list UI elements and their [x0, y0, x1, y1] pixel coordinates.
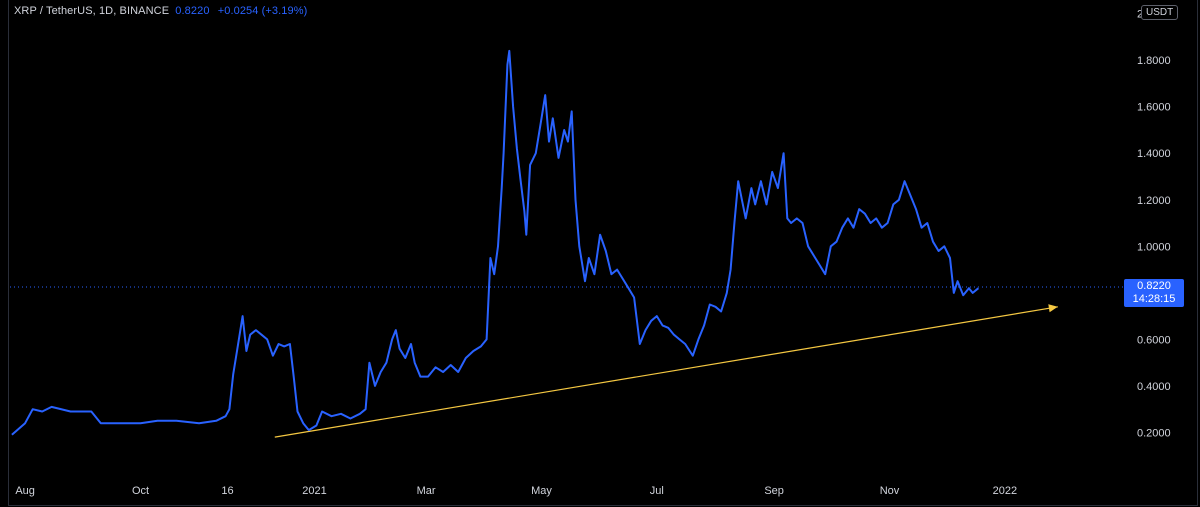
- time-tick-label: May: [531, 485, 552, 497]
- price-tick-label: 1.4000: [1137, 148, 1171, 160]
- price-tick-label: 0.2000: [1137, 427, 1171, 439]
- time-tick-label: Oct: [132, 485, 149, 497]
- time-tick-label: 2022: [993, 485, 1017, 497]
- price-tick-label: 1.0000: [1137, 241, 1171, 253]
- price-tick-label: 1.8000: [1137, 55, 1171, 67]
- price-tick-label: 1.6000: [1137, 102, 1171, 114]
- price-tick-label: 0.6000: [1137, 334, 1171, 346]
- time-tick-label: Mar: [417, 485, 436, 497]
- time-tick-label: 2021: [302, 485, 326, 497]
- time-tick-label: Jul: [650, 485, 664, 497]
- time-tick-label: 16: [221, 485, 233, 497]
- time-tick-label: Nov: [880, 485, 900, 497]
- price-tick-label: 1.2000: [1137, 195, 1171, 207]
- price-tick-label: 0.4000: [1137, 381, 1171, 393]
- symbol-label: XRP / TetherUS, 1D, BINANCE: [14, 5, 170, 17]
- current-price-tag: 0.8220 14:28:15: [1124, 279, 1184, 307]
- price-line: [11, 49, 980, 436]
- price-change: +0.0254 (+3.19%): [217, 5, 308, 17]
- bar-countdown: 14:28:15: [1132, 293, 1176, 305]
- trendline[interactable]: [274, 306, 1058, 438]
- time-axis[interactable]: Aug Oct 16 2021 Mar May Jul Sep Nov 2022: [15, 485, 1017, 497]
- current-price-value: 0.8220: [1137, 280, 1171, 292]
- currency-unit-button[interactable]: USDT: [1141, 5, 1179, 20]
- time-tick-label: Sep: [764, 485, 784, 497]
- last-price: 0.8220: [175, 5, 210, 17]
- trendline-arrowhead: [1048, 304, 1058, 313]
- price-axis[interactable]: 0.20000.40000.60000.80001.00001.20001.40…: [1137, 9, 1171, 440]
- time-tick-label: Aug: [15, 485, 35, 497]
- symbol-legend[interactable]: XRP / TetherUS, 1D, BINANCE 0.8220 +0.02…: [14, 5, 307, 17]
